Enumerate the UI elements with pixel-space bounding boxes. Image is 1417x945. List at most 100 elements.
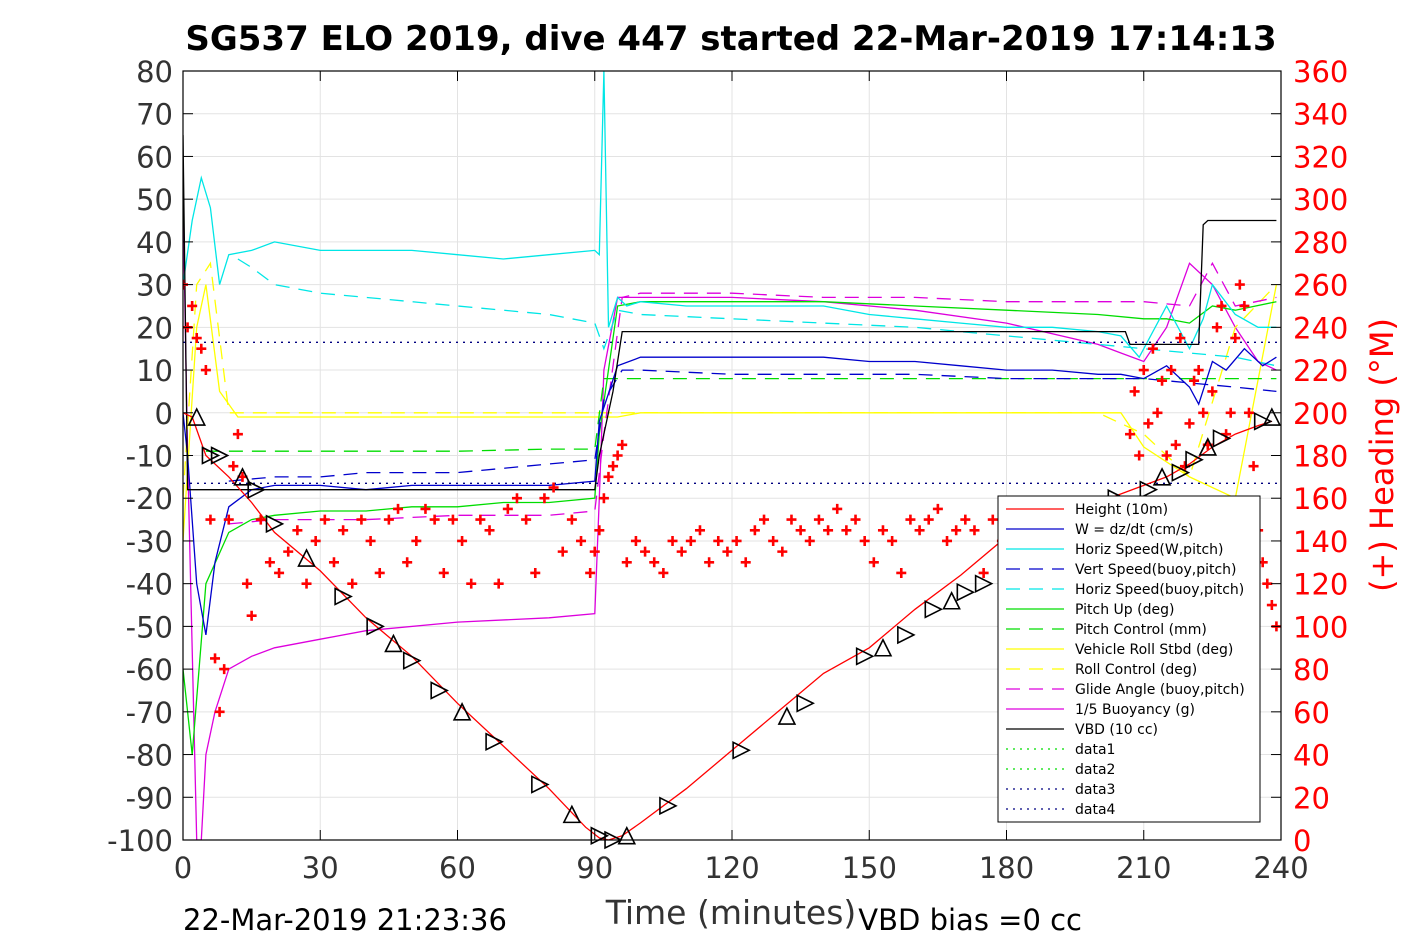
heading-point <box>589 546 600 557</box>
y-tick-label: -50 <box>126 610 173 644</box>
heading-point <box>713 535 724 546</box>
heading-point <box>196 343 207 354</box>
triangle-marker <box>384 633 403 653</box>
heading-point <box>704 557 715 568</box>
heading-point <box>1243 407 1254 418</box>
heading-point <box>777 546 788 557</box>
heading-point <box>722 546 733 557</box>
y-tick-label: 0 <box>155 397 173 431</box>
y2-tick-label: 160 <box>1293 482 1348 516</box>
heading-point <box>603 471 614 482</box>
heading-point <box>1234 279 1245 290</box>
heading-point <box>1262 578 1273 589</box>
heading-point <box>1225 407 1236 418</box>
y-tick-label: -100 <box>107 824 173 858</box>
legend-label: Pitch Up (deg) <box>1075 602 1174 618</box>
legend-label: data2 <box>1075 762 1115 778</box>
heading-point <box>905 514 916 525</box>
heading-point <box>420 503 431 514</box>
heading-point <box>511 493 522 504</box>
triangle-marker <box>430 681 449 700</box>
triangle-marker <box>210 446 230 465</box>
triangle-marker <box>247 480 266 499</box>
x-tick-label: 0 <box>174 851 192 885</box>
footer-timestamp: 22-Mar-2019 21:23:36 <box>183 903 507 937</box>
y2-tick-label: 20 <box>1293 781 1330 815</box>
triangle-marker <box>366 617 385 636</box>
triangle-marker <box>974 574 994 593</box>
heading-point <box>493 578 504 589</box>
triangle-marker <box>265 514 285 534</box>
axes: 0 30 60 90 120 150 180 210 24080706050403020100-… <box>107 55 1348 885</box>
heading-point <box>1230 333 1241 344</box>
y-tick-label: 50 <box>136 183 173 217</box>
heading-point <box>1134 450 1145 461</box>
triangle-marker <box>732 740 751 760</box>
heading-point <box>521 514 532 525</box>
heading-point <box>402 557 413 568</box>
heading-point <box>640 546 651 557</box>
triangle-marker <box>187 407 207 426</box>
triangle-marker <box>796 693 815 713</box>
heading-point <box>557 546 568 557</box>
legend-label: W = dz/dt (cm/s) <box>1075 522 1194 538</box>
series-line-horiz-speed-w-pitch <box>183 71 1277 359</box>
heading-point <box>749 525 760 536</box>
heading-point <box>319 514 330 525</box>
triangle-marker <box>452 702 472 721</box>
heading-point <box>859 535 870 546</box>
heading-point <box>932 503 943 514</box>
chart-title: SG537 ELO 2019, dive 447 started 22-Mar-… <box>185 19 1276 59</box>
y2-tick-label: 180 <box>1293 440 1348 474</box>
triangle-marker <box>659 796 678 816</box>
heading-point <box>813 514 824 525</box>
heading-point <box>548 482 559 493</box>
heading-point <box>283 546 294 557</box>
heading-point <box>823 525 834 536</box>
y-tick-label: -60 <box>126 653 173 687</box>
heading-point <box>383 514 394 525</box>
y2-tick-label: 120 <box>1293 568 1348 602</box>
heading-point <box>210 653 221 664</box>
series-lines <box>183 71 1281 840</box>
triangle-marker <box>942 590 961 610</box>
legend-label: Horiz Speed(W,pitch) <box>1075 542 1223 558</box>
heading-point <box>539 493 550 504</box>
legend-label: Pitch Control (mm) <box>1075 622 1207 638</box>
heading-point <box>868 557 879 568</box>
legend-label: VBD (10 cc) <box>1075 722 1158 738</box>
y-tick-label: 20 <box>136 311 173 345</box>
legend-box <box>997 495 1261 823</box>
triangle-marker <box>531 775 550 794</box>
heading-point <box>1147 343 1158 354</box>
y2-tick-label: 240 <box>1293 311 1348 345</box>
heading-point <box>795 525 806 536</box>
triangle-marker <box>1152 467 1172 486</box>
triangle-marker <box>1262 407 1282 426</box>
heading-point <box>1170 439 1181 450</box>
heading-point <box>630 535 641 546</box>
heading-point <box>759 514 770 525</box>
triangle-marker <box>1185 450 1204 470</box>
legend-label: data3 <box>1075 782 1115 798</box>
heading-point <box>1175 333 1186 344</box>
heading-point <box>841 525 852 536</box>
legend-label: Vehicle Roll Stbd (deg) <box>1075 642 1233 658</box>
triangle-marker <box>485 732 504 752</box>
triangle-marker <box>897 625 916 645</box>
heading-point <box>768 535 779 546</box>
heading-point <box>566 514 577 525</box>
heading-point <box>466 578 477 589</box>
triangle-marker <box>562 804 582 824</box>
legend-label: data1 <box>1075 742 1115 758</box>
heading-point <box>447 514 458 525</box>
x-tick-label: 30 <box>302 851 339 885</box>
heading-point <box>786 514 797 525</box>
heading-point <box>365 535 376 546</box>
heading-point <box>914 525 925 536</box>
series-line-w-dz-dt-cm-s <box>183 347 1277 636</box>
y-tick-label: -90 <box>126 781 173 815</box>
heading-point <box>1161 450 1172 461</box>
heading-point <box>356 514 367 525</box>
triangle-marker <box>956 582 976 602</box>
